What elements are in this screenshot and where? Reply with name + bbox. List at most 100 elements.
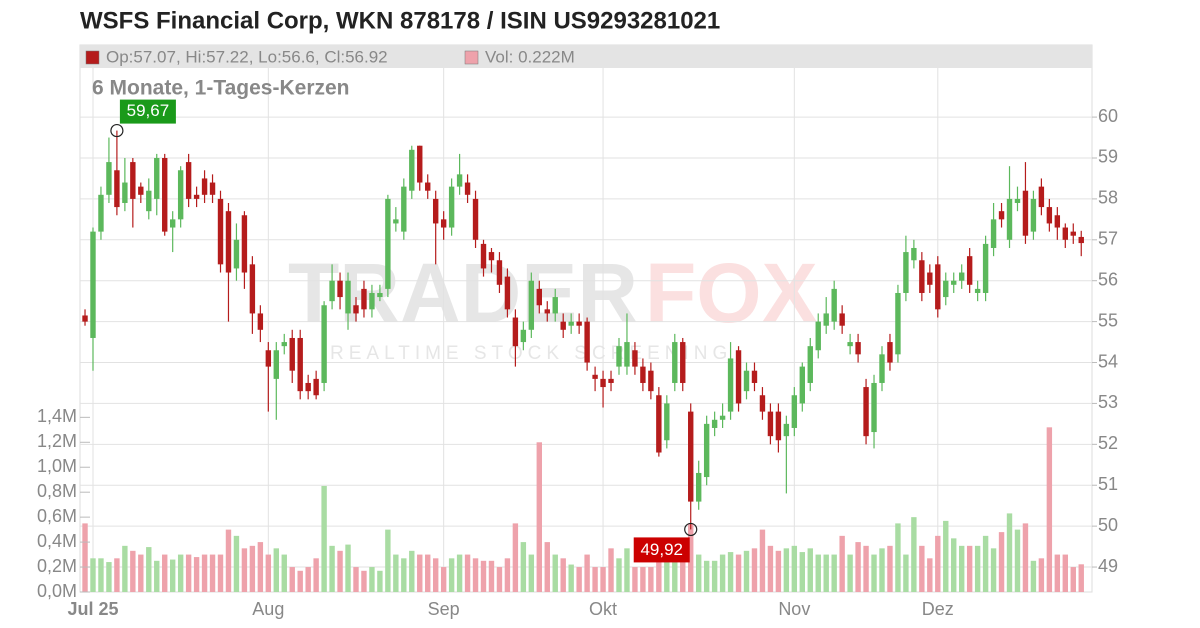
volume-bar (958, 545, 965, 592)
y-tick-label: 57 (1098, 229, 1118, 249)
volume-bar (169, 559, 176, 592)
volume-bar (241, 548, 248, 592)
x-tick-label: Aug (252, 599, 284, 619)
volume-bar (656, 560, 662, 592)
candle-body (951, 280, 957, 285)
candle-body (528, 280, 535, 330)
volume-bar (528, 554, 535, 592)
volume-bar (512, 523, 519, 592)
volume-bar (114, 558, 120, 592)
candle-body (958, 272, 965, 281)
candle-body (839, 313, 845, 326)
volume-bar (839, 535, 845, 592)
candle-body (552, 297, 558, 314)
legend-label: Vol: 0.222M (485, 47, 575, 66)
candle-body (1054, 215, 1061, 228)
legend-swatch (464, 50, 479, 65)
candle-body (966, 256, 973, 285)
volume-bar (1022, 523, 1029, 592)
volume-bar (146, 547, 152, 592)
volume-bar (432, 558, 439, 592)
candle-body (488, 252, 495, 261)
x-tick-label: Dez (922, 599, 954, 619)
volume-bar (321, 485, 327, 592)
volume-bar (711, 560, 718, 592)
candle-body (193, 194, 200, 199)
candle-body (146, 190, 152, 212)
volume-bar (217, 554, 224, 592)
volume-bar (719, 554, 726, 592)
y-tick-label: 60 (1098, 106, 1118, 126)
volume-bar (106, 562, 112, 592)
volume-bar (440, 567, 447, 592)
volume-bar (361, 570, 367, 592)
candle-body (122, 182, 128, 203)
candle-body (273, 350, 279, 379)
candle-body (90, 231, 96, 338)
volume-bar (369, 567, 375, 592)
y-tick-label: 51 (1098, 474, 1118, 494)
x-tick-label: Jul 25 (67, 599, 118, 619)
candle-body (369, 292, 375, 310)
volume-bar (417, 554, 423, 592)
volume-bar (767, 545, 774, 592)
candle-body (759, 395, 766, 412)
volume-bar (823, 554, 829, 592)
high-marker (110, 123, 124, 138)
volume-bar (337, 550, 343, 592)
volume-bar (695, 554, 702, 592)
candle-body (815, 321, 821, 351)
candle-body (919, 260, 925, 293)
volume-bar (887, 545, 893, 592)
candle-body (775, 411, 782, 441)
candle-body (353, 305, 359, 314)
candle-body (743, 370, 750, 392)
volume-bar (640, 567, 646, 592)
candle-body (640, 366, 646, 383)
candle-body (680, 342, 686, 383)
x-tick-label: Sep (428, 599, 460, 619)
volume-bar (903, 554, 909, 592)
volume-bar (225, 529, 232, 592)
candle-body (855, 342, 861, 355)
volume-bar (273, 548, 279, 592)
candle-body (114, 170, 120, 208)
volume-bar (879, 548, 885, 592)
candle-body (337, 280, 343, 298)
volume-bar (727, 552, 734, 592)
low-marker (684, 522, 698, 537)
volume-bar (680, 548, 686, 592)
candle-body (209, 182, 216, 195)
x-tick-label: Okt (589, 599, 617, 619)
volume-bar (98, 558, 104, 592)
volume-bar (162, 554, 168, 592)
volume-bar (1030, 560, 1037, 592)
candle-body (927, 272, 933, 285)
candle-body (895, 292, 901, 355)
candle-body (887, 342, 893, 363)
volume-bar (289, 567, 295, 592)
candle-body (935, 264, 941, 310)
candle-body (313, 378, 319, 396)
volume-bar (751, 548, 758, 592)
candle-body (783, 423, 790, 437)
candle-body (217, 198, 224, 265)
volume-bar (791, 545, 798, 592)
candle-body (727, 358, 734, 412)
volume-bar (735, 554, 742, 592)
volume-bar (257, 542, 264, 592)
candle-body (496, 260, 503, 285)
volume-bar (743, 550, 750, 592)
volume-layer (82, 427, 1084, 592)
candle-body (982, 243, 989, 293)
candle-body (480, 243, 487, 269)
candle-body (735, 350, 742, 404)
candle-body (592, 374, 598, 379)
volume-bar (249, 545, 256, 592)
volume-bar (464, 554, 471, 592)
volume-bar (1062, 554, 1069, 592)
volume-bar (1078, 564, 1084, 592)
legend-bar (80, 45, 1092, 68)
volume-bar (448, 558, 455, 592)
volume-bar (935, 535, 941, 592)
